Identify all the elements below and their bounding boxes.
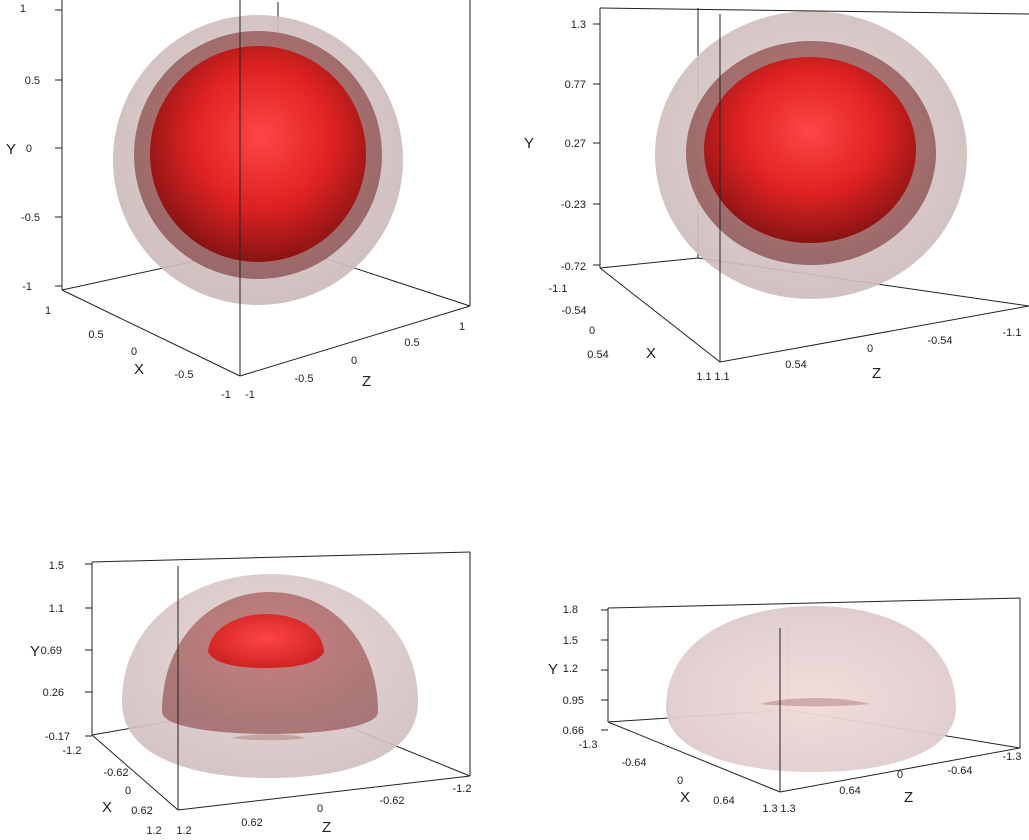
plot-3-x-tick-3: 0 — [125, 785, 131, 797]
plot-4-y-tick-2: 1.5 — [563, 635, 578, 647]
plot-2-x-tick-2: -0.54 — [561, 305, 586, 317]
plot-3-y-tick-5: -0.17 — [45, 731, 70, 743]
plot-4-x-tick-1: -1.3 — [579, 739, 598, 751]
plot-4-x-label: X — [680, 789, 690, 806]
plot-3-y-tick-3: 0.69 — [41, 645, 62, 657]
plot-panel-4: 1.8 1.5 1.2 0.95 0.66 Y -1.3 -0.64 0 0.6… — [520, 580, 1029, 840]
plot-1-y-tick-2: 0.5 — [25, 75, 40, 87]
plot-4-z-tick-3: 0 — [897, 769, 903, 781]
plot-4-tick-marks — [601, 609, 608, 731]
plot-2-y-tick-3: 0.27 — [565, 138, 586, 150]
plot-4-surface-outer — [666, 606, 956, 772]
plot-1-y-tick-5: -1 — [22, 281, 32, 293]
plot-1-x-tick-4: -0.5 — [175, 369, 194, 381]
plot-1-x-tick-2: 0.5 — [88, 329, 103, 341]
plot-4-z-tick-5: -1.3 — [1003, 751, 1022, 763]
plot-2-y-tick-5: -0.72 — [561, 261, 586, 273]
plot-1-z-tick-1: -1 — [245, 389, 255, 401]
plot-1-y-tick-4: -0.5 — [21, 212, 40, 224]
plot-4-z-tick-1: 1.3 — [780, 803, 795, 815]
plot-4-y-label: Y — [548, 661, 558, 678]
plot-3-z-tick-1: 1.2 — [176, 825, 191, 837]
plot-3-x-tick-2: -0.62 — [103, 767, 128, 779]
plot-3-y-tick-1: 1.5 — [49, 560, 64, 572]
plot-2-z-tick-4: -0.54 — [927, 335, 952, 347]
plot-3-x-label: X — [102, 799, 112, 816]
plot-1-svg: 1 0.5 0 -0.5 -1 Y 1 0.5 0 -0.5 -1 X -1 -… — [6, 0, 471, 401]
plot-2-x-tick-5: 1.1 — [696, 371, 711, 383]
plot-3-x-tick-4: 0.62 — [131, 805, 152, 817]
plot-2-x-tick-1: -1.1 — [549, 283, 568, 295]
plot-panel-3: 1.5 1.1 0.69 0.26 -0.17 Y -1.2 -0.62 0 0… — [0, 540, 500, 840]
plot-3-tick-marks — [85, 563, 92, 737]
plot-1-y-tick-1: 1 — [20, 3, 26, 15]
plot-4-x-tick-5: 1.3 — [762, 803, 777, 815]
plot-1-x-tick-1: 1 — [45, 305, 51, 317]
plot-4-x-tick-3: 0 — [677, 775, 683, 787]
plot-3-surface-shadow — [232, 734, 306, 741]
plot-1-z-tick-4: 0.5 — [404, 337, 419, 349]
plot-1-y-tick-3: 0 — [26, 143, 32, 155]
plot-4-svg: 1.8 1.5 1.2 0.95 0.66 Y -1.3 -0.64 0 0.6… — [548, 597, 1022, 815]
plot-3-box-front — [91, 551, 471, 811]
plot-4-y-tick-3: 1.2 — [563, 663, 578, 675]
plot-1-z-tick-5: 1 — [459, 321, 465, 333]
plot-2-y-label: Y — [524, 135, 534, 152]
plot-3-x-tick-5: 1.2 — [146, 825, 161, 837]
plot-3-y-tick-2: 1.1 — [49, 603, 64, 615]
plot-4-y-tick-1: 1.8 — [563, 604, 578, 616]
plot-2-svg: 1.3 0.77 0.27 -0.23 -0.72 Y -1.1 -0.54 0… — [524, 7, 1029, 383]
plot-3-svg: 1.5 1.1 0.69 0.26 -0.17 Y -1.2 -0.62 0 0… — [30, 551, 472, 837]
plot-1-z-label: Z — [362, 373, 371, 390]
plot-3-z-tick-4: -0.62 — [379, 795, 404, 807]
plot-4-x-tick-4: 0.64 — [713, 795, 734, 807]
plot-2-z-tick-2: 0.54 — [785, 359, 806, 371]
plot-2-z-tick-5: -1.1 — [1003, 327, 1022, 339]
plot-2-box-front — [599, 7, 1029, 363]
plot-3-surface-inner — [208, 614, 324, 668]
plot-4-surface-shadow — [760, 698, 870, 707]
plot-4-y-tick-5: 0.66 — [563, 725, 584, 737]
plot-4-y-tick-4: 0.95 — [563, 695, 584, 707]
plot-1-x-tick-5: -1 — [221, 389, 231, 401]
plot-4-z-label: Z — [904, 789, 913, 806]
plot-1-surface-inner — [150, 46, 366, 262]
plot-1-tick-marks — [55, 9, 62, 287]
plot-2-z-tick-3: 0 — [867, 343, 873, 355]
plot-3-z-tick-2: 0.62 — [241, 817, 262, 829]
plot-2-x-tick-3: 0 — [589, 325, 595, 337]
plot-2-surface-inner — [704, 57, 916, 243]
plot-2-y-tick-2: 0.77 — [565, 79, 586, 91]
plot-panel-1: 1 0.5 0 -0.5 -1 Y 1 0.5 0 -0.5 -1 X -1 -… — [0, 0, 500, 401]
plot-4-z-tick-2: 0.64 — [839, 785, 860, 797]
plot-3-y-tick-4: 0.26 — [43, 687, 64, 699]
plot-3-z-tick-5: -1.2 — [453, 783, 472, 795]
plot-2-y-tick-1: 1.3 — [571, 19, 586, 31]
plot-1-z-tick-3: 0 — [351, 355, 357, 367]
plot-2-z-tick-1: 1.1 — [714, 371, 729, 383]
plot-3-y-label: Y — [30, 643, 40, 660]
plot-4-box-front — [607, 597, 1021, 793]
plot-2-y-tick-4: -0.23 — [561, 199, 586, 211]
plot-1-box-front — [61, 0, 471, 377]
plot-1-z-tick-2: -0.5 — [295, 373, 314, 385]
plot-3-x-tick-1: -1.2 — [63, 745, 82, 757]
plot-4-x-tick-2: -0.64 — [621, 757, 646, 769]
plot-4-z-tick-4: -0.64 — [947, 765, 972, 777]
plot-3-z-label: Z — [322, 819, 331, 836]
plot-1-y-label: Y — [6, 141, 16, 158]
plot-1-x-label: X — [134, 361, 144, 378]
plot-2-x-label: X — [646, 345, 656, 362]
plot-1-x-tick-3: 0 — [131, 346, 137, 358]
plot-2-x-tick-4: 0.54 — [587, 349, 608, 361]
plot-3-z-tick-3: 0 — [317, 803, 323, 815]
plot-2-tick-marks — [593, 23, 600, 266]
plot-panel-2: 1.3 0.77 0.27 -0.23 -0.72 Y -1.1 -0.54 0… — [520, 0, 1029, 400]
plot-2-z-label: Z — [872, 365, 881, 382]
